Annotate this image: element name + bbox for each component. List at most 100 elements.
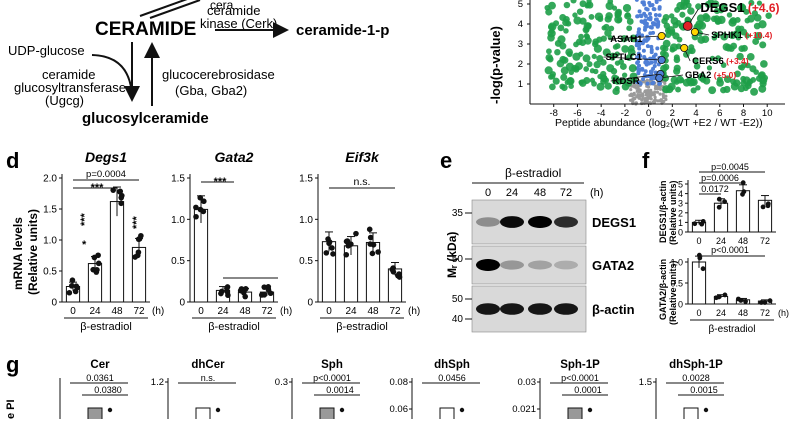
chart-x-tick-label: 24	[716, 308, 726, 318]
degs1-sig-0-48: ***	[91, 182, 105, 194]
panel-g-pval: 0.0361	[86, 373, 114, 383]
volcano-dot-green	[549, 83, 556, 90]
volcano-dot-green	[561, 67, 569, 75]
volcano-dot-blue	[651, 81, 655, 85]
volcano-dot-green	[585, 2, 591, 8]
chart-y-tick-label: 1.0	[171, 215, 185, 226]
blot-band	[554, 261, 578, 270]
volcano-dot-green	[583, 54, 591, 62]
chart-title: Eif3k	[345, 149, 380, 165]
blot-band	[528, 261, 552, 270]
blot-band	[500, 303, 524, 315]
volcano-label-asah1: ASAH1	[610, 34, 643, 45]
panel-g-y-tick: 1.5	[639, 377, 652, 388]
volcano-dot-green	[664, 23, 670, 29]
panel-g-bar	[568, 408, 582, 419]
chart-bar	[736, 191, 749, 232]
volcano-dot-green	[673, 68, 680, 75]
volcano-dot-blue	[639, 14, 643, 18]
panel-g-pval: 0.0001	[574, 385, 602, 395]
blot-band	[500, 260, 524, 269]
chart-y-tick-label: 1.0	[43, 236, 57, 247]
volcano-dot-blue	[650, 26, 654, 30]
chart-y-tick-label: 1.5	[171, 174, 185, 185]
volcano-dot-green	[723, 43, 731, 51]
volcano-dot-green	[559, 43, 566, 50]
volcano-dot-gray	[662, 94, 665, 97]
chart-data-point	[738, 298, 743, 303]
chart-data-point	[699, 222, 704, 227]
volcano-dot-green	[666, 86, 674, 94]
volcano-dot-green	[565, 48, 573, 56]
volcano-dot-blue	[643, 60, 647, 64]
panel-g-pval: n.s.	[201, 373, 216, 383]
blot-lane-label: 72	[560, 187, 572, 199]
volcano-dot-green	[675, 87, 681, 93]
volcano-dot-blue	[642, 49, 646, 53]
chart-x-tick-label: 72	[389, 306, 401, 317]
chart-data-point	[330, 251, 336, 257]
blot-marker: 35	[452, 208, 464, 219]
volcano-y-tick-label: 5	[518, 0, 523, 10]
volcano-dot-blue	[648, 12, 652, 16]
chart-data-point	[95, 252, 101, 258]
volcano-dot-green	[626, 25, 632, 31]
volcano-dot-green	[593, 69, 598, 74]
blot-marker: 50	[452, 294, 464, 305]
degs1-pval-label: p=0.0004	[86, 169, 126, 180]
chart-title: Gata2	[215, 149, 254, 165]
volcano-dot-green	[595, 12, 603, 20]
volcano-dot-gray	[660, 98, 663, 101]
volcano-dot-green	[578, 34, 584, 40]
volcano-dot-green	[592, 38, 599, 45]
volcano-dot-green	[548, 74, 554, 80]
volcano-y-tick-label: 4	[518, 19, 523, 30]
volcano-dot-green	[569, 70, 574, 75]
volcano-dot-gray	[641, 94, 644, 97]
volcano-dot-green	[583, 66, 589, 72]
chart-data-point	[701, 266, 706, 271]
volcano-dot-blue	[641, 77, 645, 81]
f-top-pval-1: p=0.0045	[711, 162, 749, 172]
panel-g-data-point	[588, 408, 592, 412]
volcano-dot-green	[573, 42, 579, 48]
volcano-dot-blue	[638, 9, 642, 13]
volcano-dot-gray	[630, 94, 633, 97]
volcano-dot-green	[629, 64, 637, 72]
volcano-dot-green	[577, 8, 584, 15]
volcano-dot-gray	[646, 79, 649, 82]
chart-data-point	[368, 235, 374, 241]
volcano-dot-green	[697, 14, 705, 22]
volcano-x-tick-label: 10	[762, 108, 773, 119]
volcano-dot-green	[592, 54, 597, 59]
volcano-dot-blue	[644, 39, 648, 43]
chart-data-point	[717, 295, 722, 300]
volcano-dot-green	[708, 86, 716, 94]
volcano-dot-blue	[635, 0, 639, 2]
chart-data-point	[389, 267, 395, 273]
panel-g-bar	[88, 408, 102, 419]
panel-g-bar	[684, 408, 698, 419]
chart-bar	[194, 209, 207, 302]
volcano-xlabel: Peptide abundance (log₂(WT +E2 / WT -E2)…	[555, 117, 763, 129]
volcano-dot-blue	[646, 82, 650, 86]
volcano-dot-green	[570, 0, 576, 4]
volcano-dot-blue	[637, 27, 641, 31]
panel-g-pval: 0.0014	[326, 385, 354, 395]
volcano-dot-gray	[655, 87, 658, 90]
chart-data-point	[73, 289, 79, 295]
chart-unit-label: (h)	[778, 308, 789, 318]
volcano-dot-green	[559, 84, 565, 90]
volcano-dot-green	[548, 2, 556, 10]
chart-unit-label: (h)	[408, 306, 420, 317]
volcano-dot-green	[663, 14, 670, 21]
volcano-dot-green	[689, 47, 696, 54]
volcano-dot-green	[759, 41, 766, 48]
panel-f: f DEGS1/β-actin (Relative units) GATA2/β…	[642, 148, 789, 335]
panel-g-ylabel: e PI	[5, 399, 17, 419]
chart-data-point	[761, 205, 766, 210]
chart-x-tick-label: 24	[345, 306, 357, 317]
